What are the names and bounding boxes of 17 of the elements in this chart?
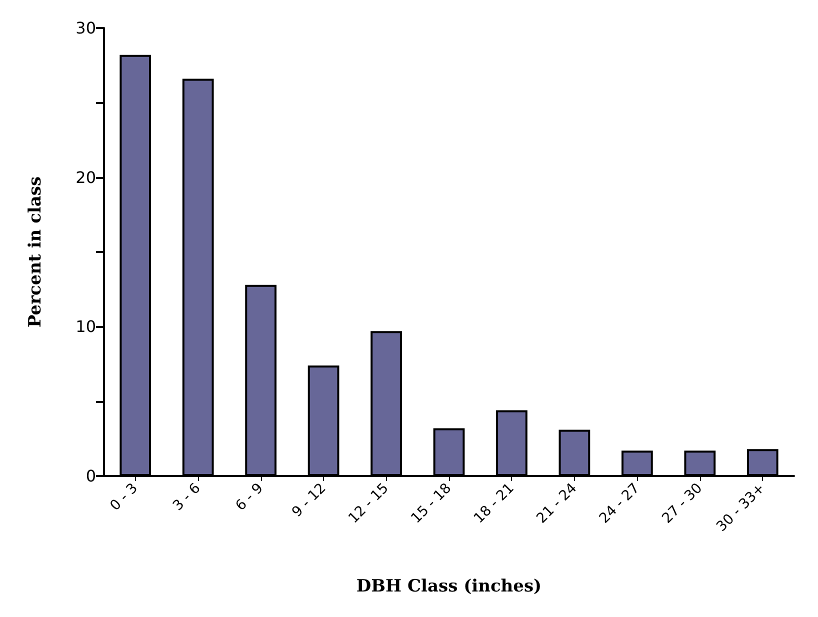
x-tick-label: 0 - 3 (107, 480, 142, 514)
y-tick-label: 10 (76, 317, 96, 336)
x-tick-label: 24 - 27 (596, 480, 643, 527)
x-axis-title: DBH Class (inches) (356, 576, 542, 596)
x-tick-label: 30 - 33+ (714, 480, 768, 535)
y-tick-label: 20 (76, 168, 96, 187)
x-tick-label: 3 - 6 (170, 480, 204, 514)
y-tick-label: 30 (76, 18, 96, 38)
x-tick-label: 18 - 21 (471, 480, 518, 527)
y-axis-title: Percent in class (26, 176, 46, 328)
x-tick-label: 21 - 24 (534, 480, 580, 527)
x-tick-label: 27 - 30 (659, 480, 706, 527)
x-tick-label: 6 - 9 (232, 480, 266, 514)
y-tick-label: 0 (86, 466, 96, 486)
x-tick-label: 9 - 12 (289, 480, 330, 520)
x-tick-label: 12 - 15 (346, 480, 392, 527)
x-tick-label: 15 - 18 (408, 480, 455, 527)
